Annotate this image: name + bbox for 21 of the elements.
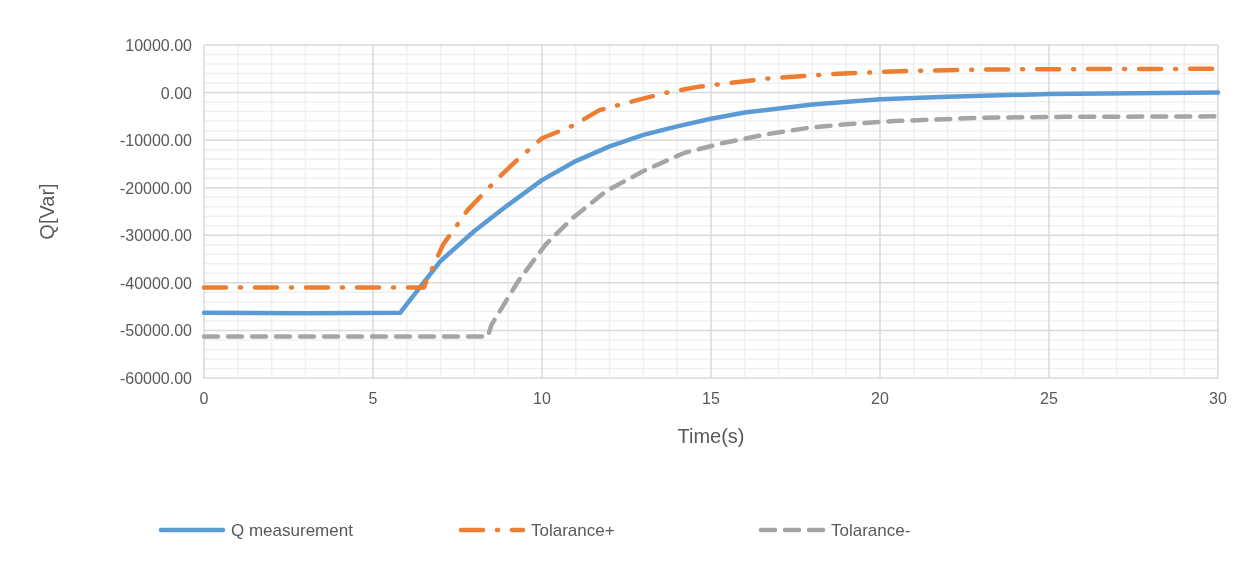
x-tick-label: 0 [199,390,209,407]
y-tick-label: -30000.00 [119,227,193,245]
legend-label: Q measurement [231,521,354,540]
y-tick-label: -20000.00 [119,179,193,197]
y-tick-label: -60000.00 [119,370,193,387]
legend-label: Tolarance- [831,521,911,540]
y-tick-label: 0.00 [160,84,193,102]
y-tick-label: -50000.00 [119,322,193,340]
x-axis-title: Time(s) [677,425,745,447]
x-tick-label: 30 [1209,390,1227,407]
x-tick-label: 25 [1040,390,1058,407]
y-tick-label: -40000.00 [119,274,193,292]
x-tick-label: 5 [368,390,378,407]
legend-label: Tolarance+ [531,521,615,540]
x-tick-label: 10 [533,390,551,407]
y-axis-title: Q[Var] [36,183,58,240]
x-tick-label: 15 [702,390,720,407]
y-tick-label: -10000.00 [119,132,193,150]
line-series [201,90,1221,316]
y-tick-label: 10000.00 [125,37,193,54]
x-tick-label: 20 [871,390,889,407]
